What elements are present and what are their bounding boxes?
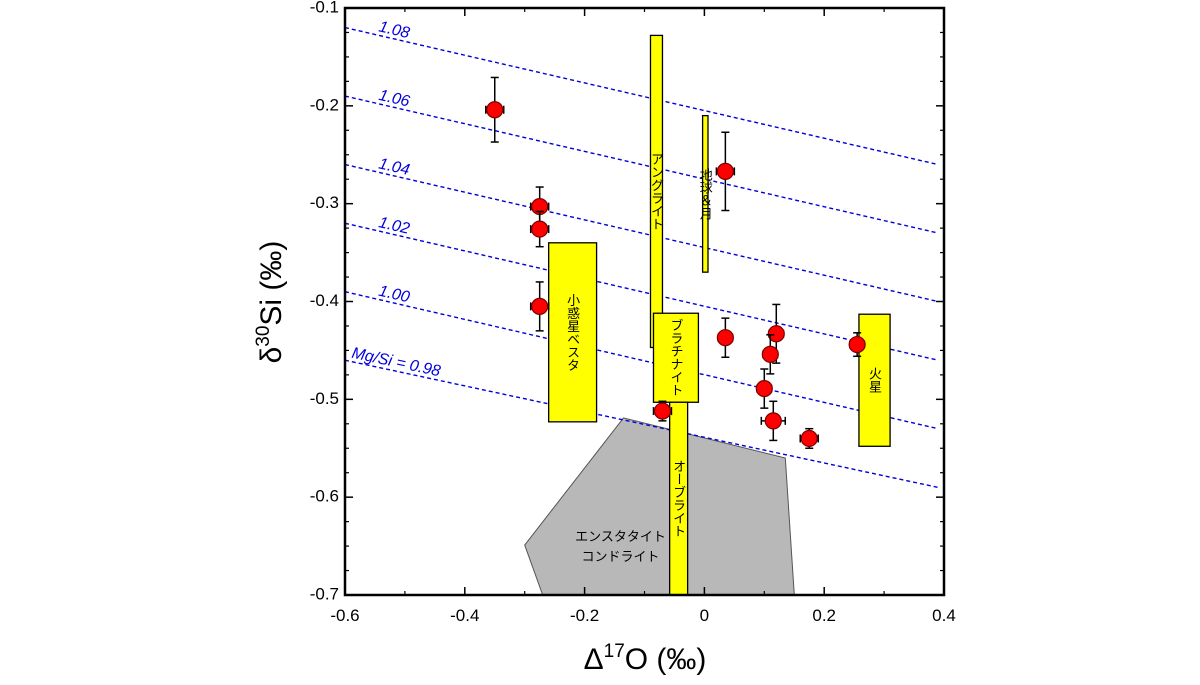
x-tick-label: 0 [700, 606, 709, 625]
data-point [767, 325, 785, 343]
mgsi-label: 1.06 [377, 87, 411, 111]
range-box [548, 242, 598, 423]
y-axis-title: δ30Si (‰) [253, 241, 288, 364]
y-tick-label: -0.6 [310, 487, 339, 506]
data-point [531, 220, 549, 238]
range-box [701, 114, 709, 273]
y-tick-label: -0.4 [310, 291, 339, 310]
y-tick-label: -0.3 [310, 193, 339, 212]
range-box [858, 313, 891, 447]
data-point [716, 162, 734, 180]
x-tick-label: -0.6 [330, 606, 359, 625]
ec-field-label: コンドライト [582, 549, 660, 564]
mgsi-label: 1.02 [377, 214, 411, 238]
range-label: 地球＆月 [698, 168, 713, 221]
mgsi-line [345, 359, 939, 489]
data-point [755, 379, 773, 398]
ec-field-label: エンスタタイト [575, 529, 666, 544]
range-label: オーブライト [671, 460, 686, 538]
y-tick-label: -0.2 [310, 95, 339, 114]
x-axis-title-main: O (‰) [625, 643, 707, 676]
data-point [800, 429, 818, 448]
range-label: 小惑星ベスタ [565, 293, 580, 371]
data-point [716, 329, 734, 347]
range-label: ブラチナイト [668, 318, 683, 397]
data-point [761, 345, 779, 363]
mgsi-label: 1.00 [377, 283, 411, 307]
x-axis-title-prefix: Δ [584, 643, 604, 676]
y-axis-title-superscript: 30 [253, 326, 274, 347]
data-point [653, 402, 672, 420]
mgsi-line [345, 291, 939, 430]
mgsi-label: Mg/Si = 0.98 [350, 345, 442, 381]
data-point [764, 412, 782, 430]
data-point [486, 101, 504, 119]
x-axis-title-superscript: 17 [604, 641, 625, 662]
x-axis-title: Δ17O (‰) [584, 641, 707, 676]
y-tick-label: -0.5 [310, 389, 339, 408]
ec-field-polygon [524, 417, 795, 595]
range-box [652, 312, 700, 403]
y-axis-title-main: Si (‰) [255, 241, 288, 326]
x-tick-label: -0.4 [450, 606, 479, 625]
range-label: アングライト [649, 152, 664, 230]
data-point [531, 297, 549, 315]
data-point [848, 335, 866, 354]
mgsi-line [345, 26, 939, 166]
x-tick-label: 0.4 [932, 606, 956, 625]
mgsi-label: 1.04 [377, 155, 411, 179]
mgsi-line [345, 222, 939, 361]
x-tick-label: -0.2 [570, 606, 599, 625]
x-tick-label: 0.2 [812, 606, 836, 625]
y-axis-title-prefix: δ [255, 347, 288, 364]
mgsi-label: 1.08 [377, 19, 411, 43]
y-tick-label: -0.7 [310, 584, 339, 603]
y-tick-label: -0.1 [310, 0, 339, 16]
range-label: 火星 [867, 367, 882, 393]
mgsi-line [345, 163, 939, 303]
mgsi-line [345, 95, 939, 234]
